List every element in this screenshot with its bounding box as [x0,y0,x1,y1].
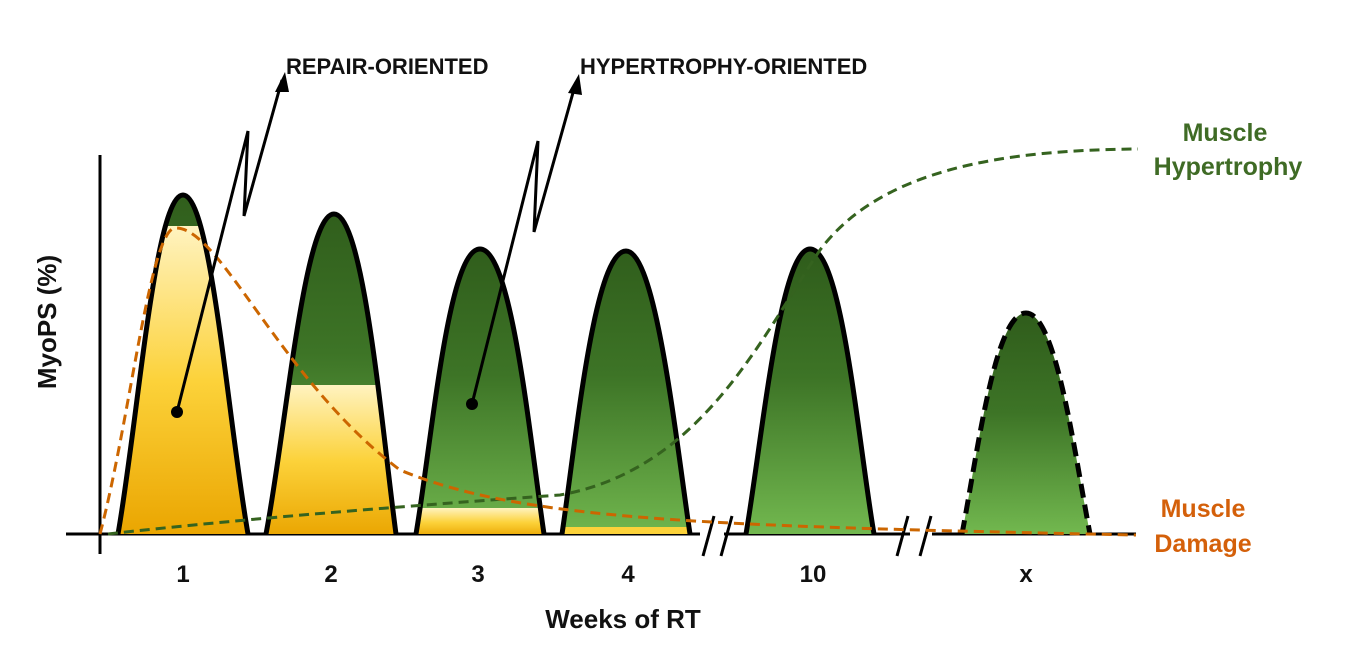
myops-peak-week-4 [559,248,693,535]
hypertrophy-oriented-label: HYPERTROPHY-ORIENTED [580,54,867,79]
week-label-4: 4 [621,561,635,588]
y-axis-title: MyoPS (%) [32,255,62,389]
repair-oriented-label: REPAIR-ORIENTED [286,54,489,79]
myops-peak-week-2 [263,211,399,535]
myops-peak-week-x [959,310,1093,535]
repair-oriented-pointer [171,72,289,418]
muscle-hypertrophy-curve [107,147,1139,536]
hypertrophy-oriented-pointer [466,74,582,410]
muscle-hypertrophy-label-line1: Muscle [1183,119,1268,147]
week-label-1: 1 [176,561,189,588]
x-axis-title: Weeks of RT [545,604,701,634]
week-label-2: 2 [324,561,337,588]
week-label-x: x [1019,561,1033,588]
muscle-damage-label-line2: Damage [1154,530,1251,558]
myops-peak-week-1 [115,192,251,535]
myops-peak-week-10 [743,246,877,535]
muscle-damage-label-line1: Muscle [1161,495,1246,523]
week-label-3: 3 [471,561,484,588]
axis-break-1 [701,515,734,557]
muscle-hypertrophy-label-line2: Hypertrophy [1154,153,1303,181]
muscle-damage-curve [98,226,1137,537]
week-label-10: 10 [800,561,827,588]
axis-break-2 [895,515,933,557]
